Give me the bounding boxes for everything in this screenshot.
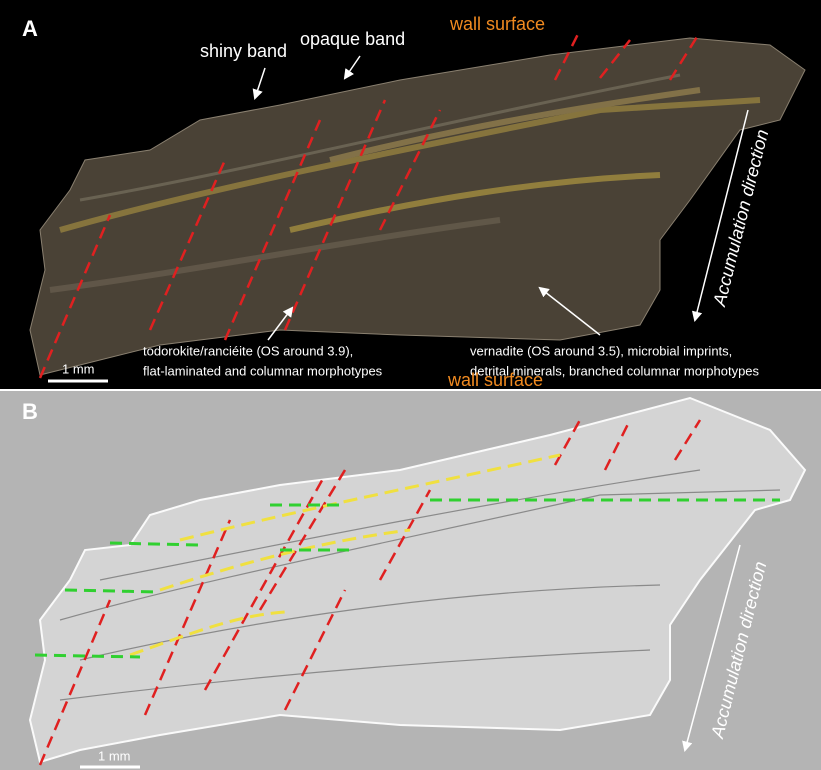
- arrow: [343, 55, 361, 80]
- note: flat-laminated and columnar morphotypes: [143, 363, 383, 378]
- green-guides: [34, 498, 780, 659]
- sample-relief: [28, 396, 807, 764]
- arrow: [252, 67, 266, 100]
- growth-bands: [49, 73, 761, 293]
- note: vernadite (OS around 3.5), microbial imp…: [470, 343, 732, 358]
- yellow-guides: [129, 453, 561, 657]
- red-guides: [38, 419, 702, 766]
- scale-label: 1 mm: [98, 748, 131, 763]
- note: todorokite/ranciéite (OS around 3.9),: [143, 343, 353, 358]
- panel-label: B: [22, 399, 38, 424]
- shiny-band-label: shiny band: [200, 41, 287, 61]
- scale-label: 1 mm: [62, 361, 95, 376]
- direction-arrow: [691, 109, 749, 323]
- arrow: [267, 306, 294, 341]
- panel-label: A: [22, 16, 38, 41]
- note: detrital minerals, branched columnar mor…: [470, 363, 760, 378]
- arrow: [538, 286, 601, 336]
- wall-surface: wall surface: [447, 370, 543, 390]
- direction-arrow: [682, 544, 741, 753]
- wall-surface: wall surface: [449, 14, 545, 34]
- red-guides: [38, 29, 702, 379]
- relief-texture: [59, 469, 781, 701]
- opaque-band-label: opaque band: [300, 29, 405, 49]
